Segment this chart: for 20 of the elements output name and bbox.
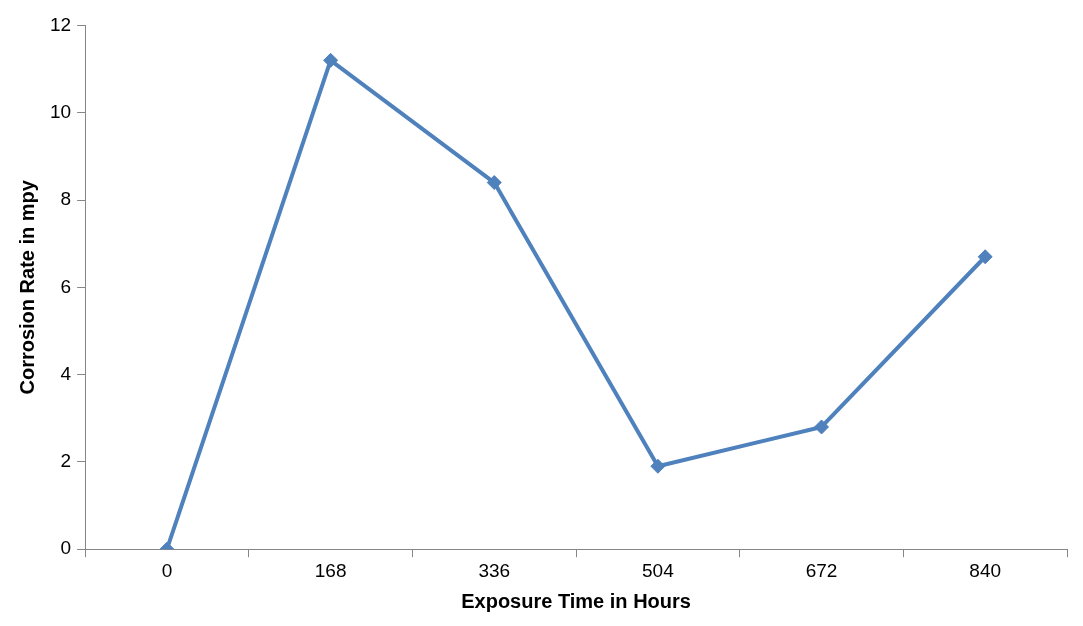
y-tick-label: 4 [60,362,72,384]
x-tick-label: 672 [805,559,838,581]
y-tick-label: 8 [60,188,72,210]
y-tick-label: 10 [49,100,72,122]
point [814,419,830,435]
y-tick-label: 0 [60,537,72,559]
y-tick-label: 12 [49,13,72,35]
x-tick-label: 0 [161,559,173,581]
y-tick-label: 6 [60,275,72,297]
x-axis-title: Exposure Time in Hours [461,589,691,612]
y-axis-title: Corrosion Rate in mpy [15,179,38,395]
point [323,52,339,68]
x-tick-label: 168 [314,559,347,581]
x-tick-label: 336 [478,559,511,581]
point [650,458,666,474]
y-tick-label: 2 [60,450,72,472]
point [977,249,993,265]
x-tick-label: 840 [969,559,1002,581]
x-tick-label: 504 [642,559,675,581]
point [486,175,502,191]
